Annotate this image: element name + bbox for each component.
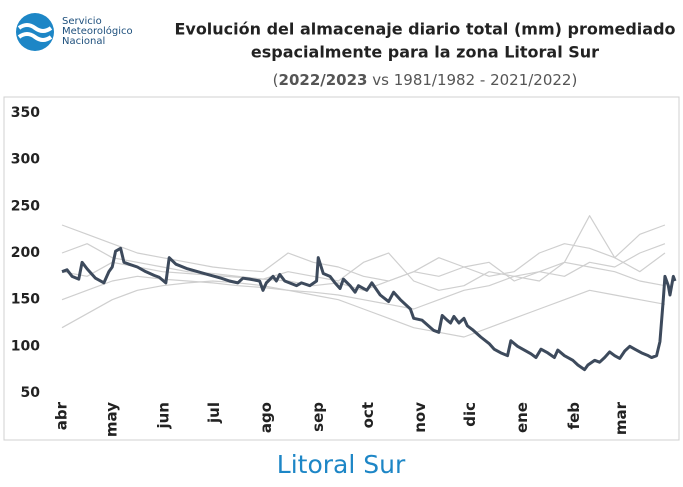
x-tick-label: jul xyxy=(205,402,223,424)
x-tick-label: may xyxy=(103,402,121,437)
chart-subtitle: (2022/2023 vs 1981/1982 - 2021/2022) xyxy=(273,71,578,89)
y-tick-label: 200 xyxy=(11,245,40,261)
y-tick-label: 250 xyxy=(11,198,40,214)
logo-wave xyxy=(17,23,53,33)
subtitle-part: ( xyxy=(273,71,279,89)
series-line xyxy=(61,215,666,291)
x-tick-label: feb xyxy=(565,402,583,430)
x-tick-label: ene xyxy=(513,402,531,433)
chart-frame xyxy=(3,96,680,441)
y-tick-label: 300 xyxy=(11,152,40,168)
logo-circle xyxy=(16,13,54,51)
logo-text: Meteorológico xyxy=(62,25,133,37)
y-tick-label: 50 xyxy=(21,385,41,401)
series-line xyxy=(61,224,666,282)
x-tick-label: abr xyxy=(53,401,71,430)
series-line xyxy=(61,246,677,372)
y-tick-label: 150 xyxy=(11,292,40,308)
logo-text: Servicio xyxy=(62,16,102,27)
x-tick-label: oct xyxy=(359,402,377,428)
y-tick-label: 350 xyxy=(11,105,40,121)
x-tick-label: nov xyxy=(411,402,429,433)
logo-text: Nacional xyxy=(62,36,105,47)
footer-label: Litoral Sur xyxy=(277,450,406,479)
series-line xyxy=(61,280,666,338)
logo-wave xyxy=(17,32,53,42)
y-tick-label: 100 xyxy=(11,338,40,354)
x-tick-label: ago xyxy=(257,402,275,433)
chart-title: Evolución del almacenaje diario total (m… xyxy=(174,20,675,39)
x-tick-label: mar xyxy=(612,401,630,435)
chart-title: espacialmente para la zona Litoral Sur xyxy=(251,43,599,62)
series-line xyxy=(61,243,666,291)
x-tick-label: dic xyxy=(461,402,479,427)
subtitle-part: vs 1981/1982 - 2021/2022) xyxy=(368,71,578,89)
x-tick-label: sep xyxy=(309,402,327,432)
x-tick-label: jun xyxy=(155,402,173,430)
logo: Servicio Meteorológico Nacional xyxy=(16,13,133,51)
subtitle-part: 2022/2023 xyxy=(279,71,368,89)
